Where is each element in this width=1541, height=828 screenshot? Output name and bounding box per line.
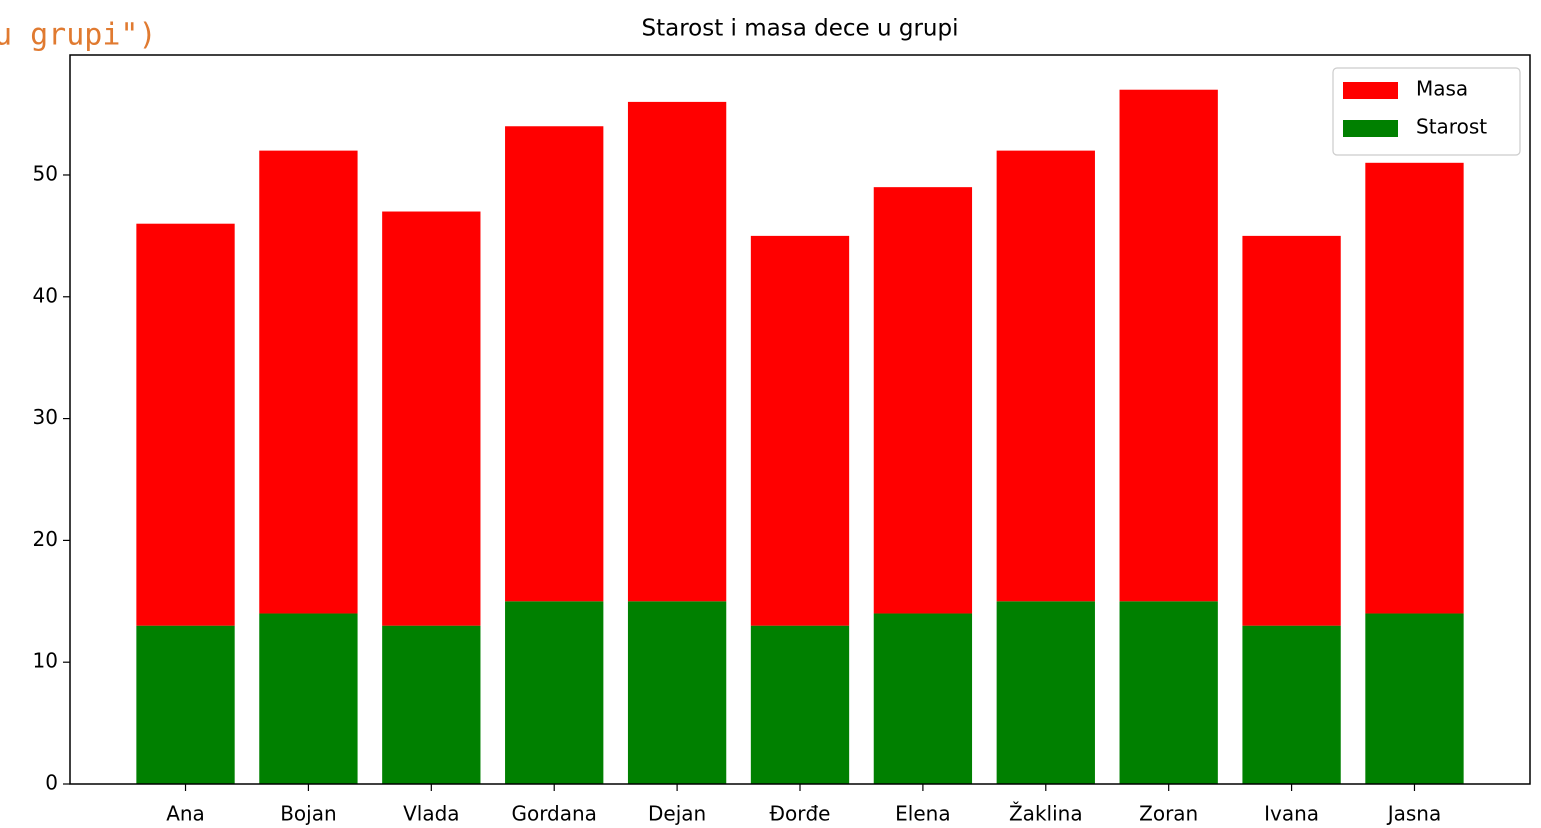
bar-segment	[136, 625, 235, 784]
bar-segment	[996, 150, 1095, 602]
x-tick-label: Ana	[166, 802, 205, 826]
bar-segment	[1365, 162, 1464, 614]
bar-segment	[382, 211, 481, 626]
y-tick-label: 50	[33, 161, 58, 185]
x-tick-label: Elena	[895, 802, 950, 826]
x-tick-label: Bojan	[280, 802, 336, 826]
bar-segment	[996, 601, 1095, 784]
bar-segment	[259, 613, 358, 784]
bar-segment	[1119, 601, 1218, 784]
y-tick-label: 0	[45, 771, 58, 795]
x-tick-label: Zoran	[1139, 802, 1198, 826]
bar-segment	[627, 101, 727, 602]
axes-frame	[69, 54, 1531, 785]
bar-segment	[750, 625, 850, 784]
x-tick-label: Dejan	[648, 802, 706, 826]
x-tick-label: Ivana	[1264, 802, 1319, 826]
x-tick-label: Gordana	[511, 802, 597, 826]
y-tick-label: 20	[33, 527, 58, 551]
y-tick-label: 40	[33, 283, 58, 307]
x-tick-label: Žaklina	[1009, 802, 1083, 826]
legend-swatch	[1343, 82, 1398, 99]
x-tick-label: Đorđe	[770, 802, 831, 826]
bar-segment	[873, 187, 973, 614]
bar-segment	[750, 235, 850, 626]
code-fragment: u grupi")	[0, 18, 157, 53]
legend-label: Starost	[1416, 115, 1487, 139]
legend-label: Masa	[1416, 77, 1468, 101]
x-tick-label: Jasna	[1386, 802, 1442, 826]
bar-segment	[505, 601, 604, 784]
bar-segment	[627, 601, 727, 784]
bar-segment	[382, 625, 481, 784]
x-tick-label: Vlada	[403, 802, 459, 826]
bar-segment	[1365, 613, 1464, 784]
bar-segment	[1242, 625, 1341, 784]
y-tick-label: 10	[33, 649, 58, 673]
bar-segment	[1119, 89, 1218, 602]
bar-segment	[136, 223, 235, 626]
chart-title: Starost i masa dece u grupi	[641, 16, 958, 42]
bar-segment	[1242, 235, 1341, 626]
bar-segment	[259, 150, 358, 614]
legend-swatch	[1343, 120, 1398, 137]
y-tick-label: 30	[33, 405, 58, 429]
bar-segment	[873, 613, 973, 784]
bar-segment	[505, 126, 604, 602]
